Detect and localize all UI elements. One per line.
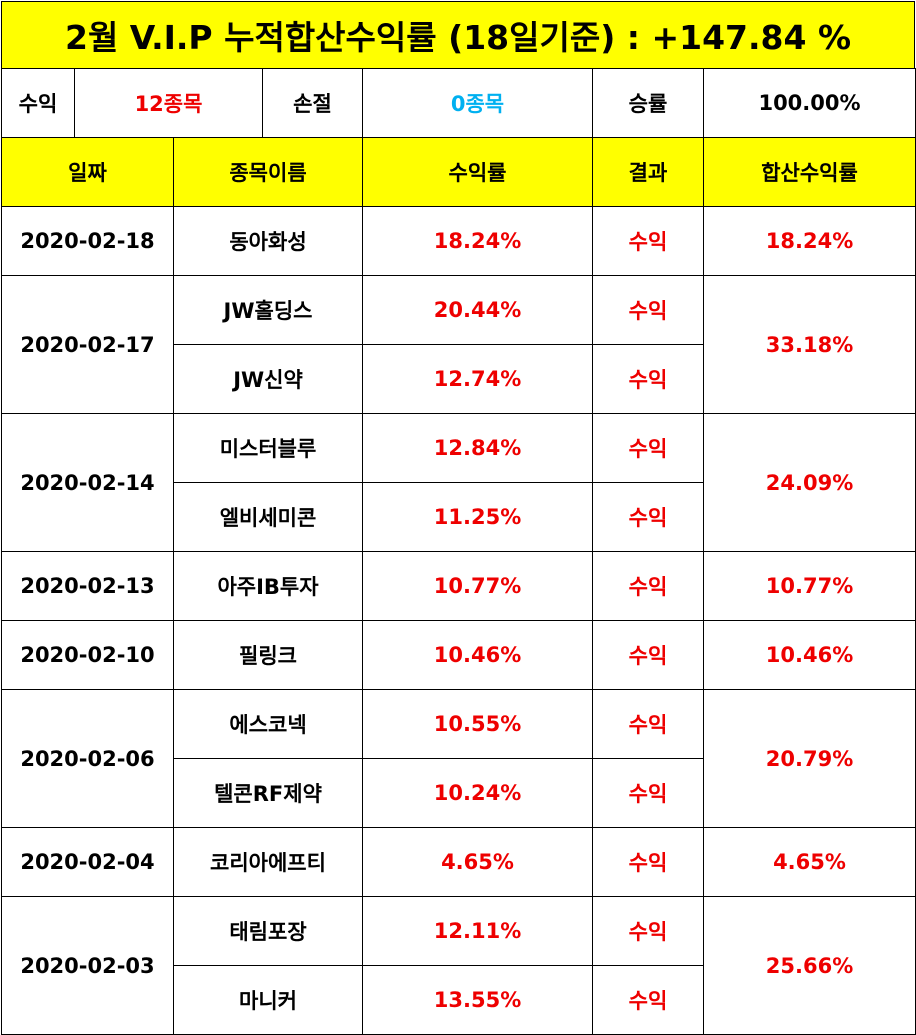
- result-badge: 수익: [592, 758, 704, 828]
- result-badge: 수익: [592, 620, 704, 690]
- return-rate: 10.55%: [362, 689, 593, 759]
- header-total-return: 합산수익률: [703, 137, 916, 207]
- total-return: 18.24%: [703, 206, 916, 276]
- return-rate: 13.55%: [362, 965, 593, 1035]
- table-row: 2020-02-04 코리아에프티 4.65% 수익 4.65%: [1, 827, 916, 897]
- total-return: 4.65%: [703, 827, 916, 897]
- stock-name: 미스터블루: [173, 413, 363, 483]
- table-row: 2020-02-13 아주IB투자 10.77% 수익 10.77%: [1, 551, 916, 621]
- stock-name: 엘비세미콘: [173, 482, 363, 552]
- total-return: 24.09%: [703, 413, 916, 552]
- table-row: 텔콘RF제약 10.24% 수익: [2, 758, 916, 828]
- header-return-rate: 수익률: [362, 137, 593, 207]
- total-return: 33.18%: [703, 275, 916, 414]
- return-rate: 10.24%: [362, 758, 593, 828]
- header-result: 결과: [592, 137, 704, 207]
- title-banner: 2월 V.I.P 누적합산수익률 (18일기준) : +147.84 %: [1, 1, 915, 69]
- page-title: 2월 V.I.P 누적합산수익률 (18일기준) : +147.84 %: [1, 1, 915, 69]
- loss-label: 손절: [262, 68, 363, 138]
- return-rate: 18.24%: [362, 206, 593, 276]
- total-return: 25.66%: [703, 896, 916, 1035]
- table-row: JW신약 12.74% 수익: [2, 344, 916, 414]
- return-rate: 12.74%: [362, 344, 593, 414]
- table-row: 2020-02-10 필링크 10.46% 수익 10.46%: [1, 620, 916, 690]
- header-date: 일짜: [1, 137, 174, 207]
- table-row: 2020-02-03 태림포장 12.11% 수익 25.66%: [1, 896, 916, 1035]
- table-row: 2020-02-18 동아화성 18.24% 수익 18.24%: [1, 206, 916, 276]
- row-date: 2020-02-04: [1, 827, 174, 897]
- row-date: 2020-02-03: [1, 896, 174, 1035]
- table-row: 2020-02-17 JW홀딩스 20.44% 수익 33.18%: [1, 275, 916, 414]
- result-badge: 수익: [592, 413, 704, 483]
- row-date: 2020-02-13: [1, 551, 174, 621]
- stock-name: 동아화성: [173, 206, 363, 276]
- summary-row: 수익 12종목 손절 0종목 승률 100.00%: [1, 68, 916, 138]
- result-badge: 수익: [592, 275, 704, 345]
- return-rate: 10.77%: [362, 551, 593, 621]
- row-date: 2020-02-18: [1, 206, 174, 276]
- return-rate: 12.11%: [362, 896, 593, 966]
- row-date: 2020-02-17: [1, 275, 174, 414]
- stock-name: 필링크: [173, 620, 363, 690]
- result-badge: 수익: [592, 482, 704, 552]
- table-row: 엘비세미콘 11.25% 수익: [2, 482, 916, 552]
- profit-count: 12종목: [74, 68, 263, 138]
- result-badge: 수익: [592, 206, 704, 276]
- total-return: 20.79%: [703, 689, 916, 828]
- loss-count: 0종목: [362, 68, 593, 138]
- total-return: 10.46%: [703, 620, 916, 690]
- result-badge: 수익: [592, 551, 704, 621]
- stock-name: JW홀딩스: [173, 275, 363, 345]
- profit-label: 수익: [1, 68, 75, 138]
- stock-name: 텔콘RF제약: [173, 758, 363, 828]
- table-row: 2020-02-14 미스터블루 12.84% 수익 24.09%: [1, 413, 916, 552]
- stock-name: 아주IB투자: [173, 551, 363, 621]
- win-rate-label: 승률: [592, 68, 704, 138]
- result-badge: 수익: [592, 965, 704, 1035]
- return-rate: 20.44%: [362, 275, 593, 345]
- stock-name: 마니커: [173, 965, 363, 1035]
- result-badge: 수익: [592, 344, 704, 414]
- win-rate-value: 100.00%: [703, 68, 916, 138]
- stock-name: 에스코넥: [173, 689, 363, 759]
- row-date: 2020-02-10: [1, 620, 174, 690]
- return-rate: 4.65%: [362, 827, 593, 897]
- return-rate: 11.25%: [362, 482, 593, 552]
- result-badge: 수익: [592, 827, 704, 897]
- row-date: 2020-02-06: [1, 689, 174, 828]
- total-return: 10.77%: [703, 551, 916, 621]
- return-rate: 10.46%: [362, 620, 593, 690]
- stock-name: JW신약: [173, 344, 363, 414]
- returns-table: 일짜 종목이름 수익률 결과 합산수익률 2020-02-18 동아화성 18.24…: [1, 137, 916, 1035]
- result-badge: 수익: [592, 896, 704, 966]
- row-date: 2020-02-14: [1, 413, 174, 552]
- stock-name: 태림포장: [173, 896, 363, 966]
- return-rate: 12.84%: [362, 413, 593, 483]
- stock-name: 코리아에프티: [173, 827, 363, 897]
- table-header-row: 일짜 종목이름 수익률 결과 합산수익률: [1, 137, 916, 207]
- table-row: 2020-02-06 에스코넥 10.55% 수익 20.79%: [1, 689, 916, 828]
- header-stock-name: 종목이름: [173, 137, 363, 207]
- result-badge: 수익: [592, 689, 704, 759]
- table-row: 마니커 13.55% 수익: [2, 965, 916, 1035]
